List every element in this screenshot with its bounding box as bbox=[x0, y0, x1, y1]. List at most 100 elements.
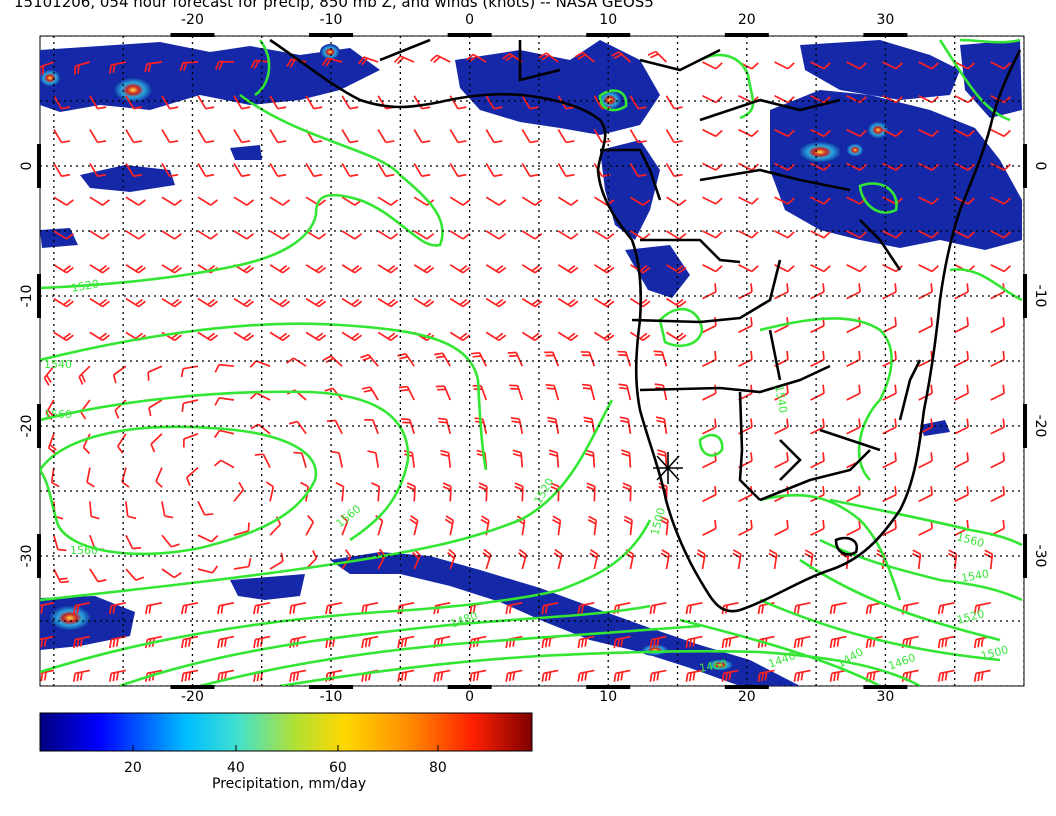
wind-barb bbox=[810, 418, 825, 435]
wind-barb bbox=[53, 230, 74, 240]
lon-tick-label-bottom: 10 bbox=[599, 689, 617, 705]
wind-barb bbox=[161, 568, 182, 579]
wind-barb bbox=[125, 196, 146, 206]
wind-barb bbox=[882, 452, 897, 469]
wind-barb bbox=[918, 128, 939, 138]
wind-barb bbox=[954, 486, 969, 503]
wind-barb bbox=[305, 162, 323, 178]
wind-barb bbox=[557, 196, 579, 206]
wind-barb bbox=[50, 467, 60, 488]
wind-barb bbox=[197, 565, 219, 574]
wind-barb bbox=[774, 418, 789, 435]
wind-barb bbox=[521, 230, 543, 240]
wind-barb bbox=[269, 162, 287, 178]
wind-barb bbox=[269, 264, 291, 274]
wind-barb bbox=[53, 534, 67, 552]
wind-barb bbox=[197, 196, 219, 206]
height-contours-layer bbox=[40, 38, 1023, 686]
lon-tick-label-top: -10 bbox=[320, 12, 343, 28]
wind-barb bbox=[738, 162, 759, 171]
wind-barb bbox=[43, 365, 55, 386]
wind-barb bbox=[305, 95, 323, 110]
wind-barb bbox=[161, 297, 182, 308]
wind-barb bbox=[990, 196, 1011, 205]
tick-bar bbox=[1023, 534, 1027, 578]
wind-barb bbox=[449, 95, 467, 110]
wind-barb bbox=[125, 162, 143, 178]
wind-barb bbox=[161, 129, 179, 144]
contour-label: 1560 bbox=[70, 544, 98, 557]
wind-barb bbox=[409, 515, 419, 536]
colorbar-tick-label: 40 bbox=[227, 760, 245, 776]
wind-barb bbox=[179, 61, 199, 72]
wind-barb bbox=[774, 452, 789, 469]
wind-barb bbox=[125, 230, 146, 240]
wind-barb bbox=[147, 365, 163, 381]
wind-barb bbox=[89, 196, 110, 206]
tick-bar bbox=[37, 274, 41, 318]
wind-barb bbox=[197, 230, 219, 240]
wind-barb bbox=[181, 399, 199, 412]
wind-barb bbox=[557, 230, 579, 240]
wind-barb bbox=[577, 669, 595, 682]
wind-barb bbox=[254, 453, 271, 468]
wind-barb bbox=[125, 297, 146, 308]
wind-barb bbox=[702, 418, 717, 435]
wind-barb bbox=[377, 331, 399, 342]
wind-barb bbox=[774, 162, 795, 171]
lat-lon-grid bbox=[40, 36, 1024, 686]
wind-barb bbox=[197, 129, 215, 144]
wind-barb bbox=[269, 297, 291, 308]
wind-barb bbox=[217, 601, 235, 615]
wind-barb bbox=[397, 353, 415, 367]
wind-barb bbox=[954, 196, 975, 205]
wind-barb bbox=[109, 61, 127, 74]
wind-barb bbox=[629, 162, 647, 178]
wind-barb bbox=[918, 264, 939, 273]
wind-barb bbox=[181, 635, 199, 649]
wind-barb bbox=[86, 467, 95, 488]
wind-barb bbox=[434, 352, 451, 367]
wind-barb bbox=[629, 196, 651, 206]
wind-barb bbox=[233, 162, 251, 178]
wind-barb bbox=[793, 635, 811, 649]
coastline-layer bbox=[269, 38, 1022, 613]
wind-barb bbox=[435, 385, 452, 401]
wind-barb bbox=[829, 635, 847, 649]
wind-barb bbox=[449, 162, 467, 178]
contour-label: 1560 bbox=[44, 408, 72, 421]
contour-label: 1540 bbox=[960, 567, 990, 585]
wind-barb bbox=[973, 601, 991, 615]
wind-barb bbox=[429, 54, 451, 64]
wind-barb bbox=[72, 635, 91, 649]
wind-barb bbox=[738, 230, 759, 239]
wind-barb bbox=[774, 519, 789, 536]
wind-barb bbox=[449, 196, 471, 206]
wind-barb bbox=[990, 486, 1005, 503]
wind-barb bbox=[485, 129, 503, 144]
wind-barb bbox=[53, 196, 74, 206]
wind-barb bbox=[521, 196, 543, 206]
wind-barb bbox=[269, 230, 291, 240]
contour-label: 1460 bbox=[698, 657, 728, 675]
wind-barb bbox=[552, 515, 562, 536]
wind-barb bbox=[413, 297, 435, 308]
wind-barb bbox=[882, 61, 903, 70]
wind-barb bbox=[180, 365, 199, 378]
wind-barb bbox=[413, 264, 435, 274]
wind-barb bbox=[649, 669, 667, 682]
lat-tick-label-left: 0 bbox=[19, 162, 35, 171]
wind-barb bbox=[449, 264, 471, 274]
wind-barb bbox=[918, 61, 939, 70]
wind-barb bbox=[613, 669, 631, 682]
contour-label: 1540 bbox=[772, 384, 790, 414]
wind-barb bbox=[882, 283, 897, 300]
wind-barb bbox=[47, 433, 57, 455]
wind-barb bbox=[72, 601, 91, 615]
tick-bar bbox=[863, 685, 908, 689]
wind-barb bbox=[990, 230, 1011, 239]
wind-barb bbox=[647, 50, 668, 63]
wind-barb bbox=[89, 230, 110, 240]
wind-barb bbox=[702, 264, 723, 273]
colorbar-tick-label: 80 bbox=[429, 760, 447, 776]
